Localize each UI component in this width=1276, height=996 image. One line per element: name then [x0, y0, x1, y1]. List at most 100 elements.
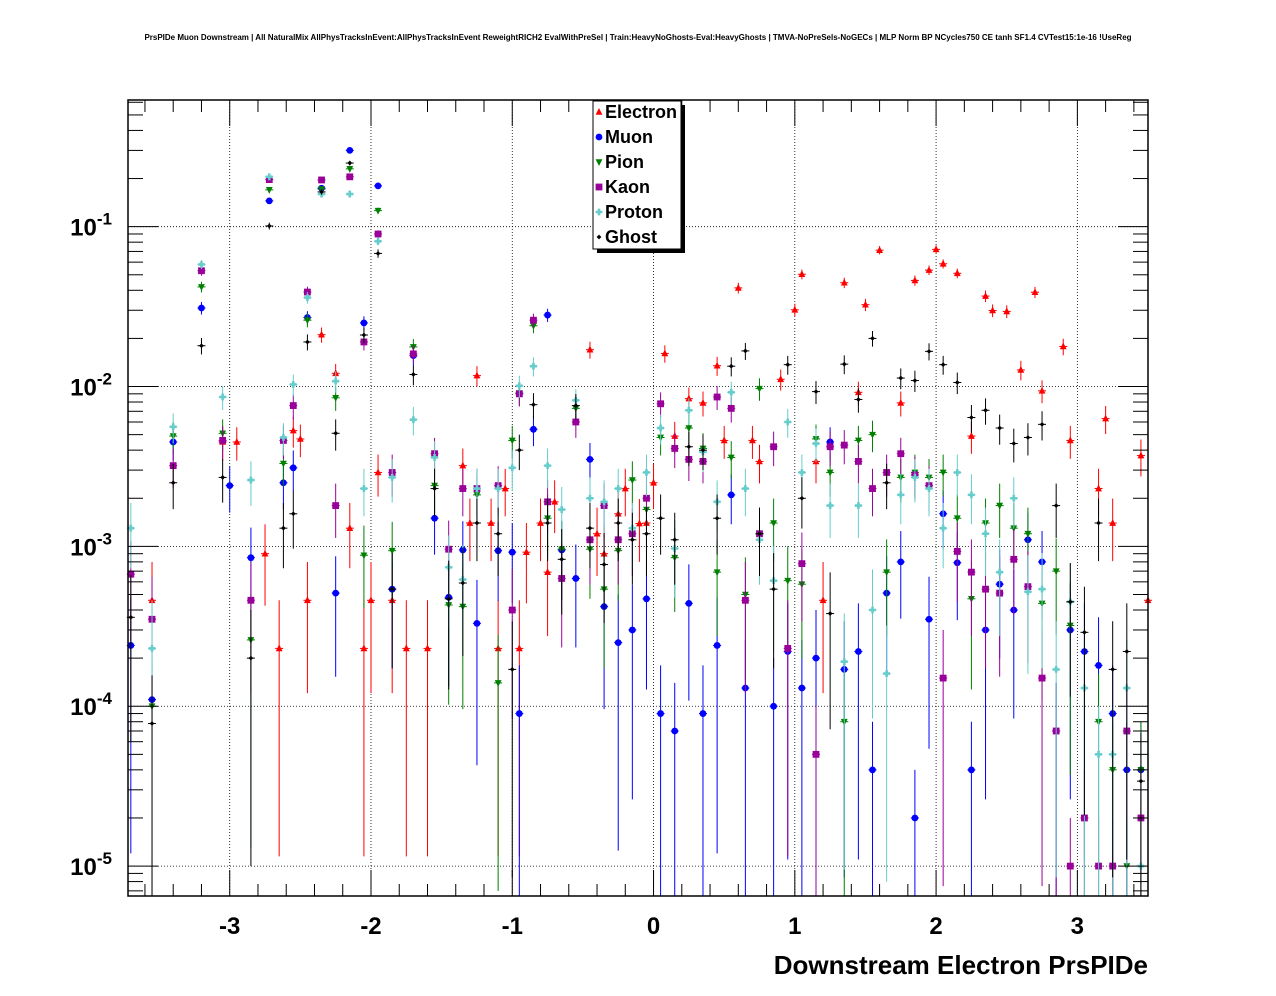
legend-label: Electron: [605, 102, 677, 122]
data-point: [281, 525, 286, 531]
data-point: [1025, 435, 1031, 440]
data-point: [897, 491, 905, 499]
data-point: [615, 520, 621, 526]
data-point: [813, 389, 819, 394]
data-point: [685, 599, 693, 607]
data-point: [997, 425, 1003, 431]
data-point: [784, 418, 792, 426]
data-point: [432, 486, 437, 491]
legend-label: Ghost: [605, 227, 657, 247]
data-point: [841, 361, 847, 367]
data-point: [840, 278, 848, 286]
data-point: [1102, 414, 1110, 422]
data-point: [199, 343, 204, 349]
data-point: [296, 434, 304, 442]
data-point: [1011, 441, 1017, 446]
data-point: [290, 511, 296, 517]
data-point: [798, 684, 806, 692]
data-point: [332, 395, 340, 402]
data-point: [487, 519, 495, 526]
data-point: [869, 766, 876, 774]
data-point: [784, 645, 792, 652]
data-point: [840, 441, 848, 449]
data-point: [996, 502, 1004, 510]
data-point: [410, 372, 416, 377]
data-point: [671, 727, 679, 735]
data-point: [798, 469, 806, 476]
data-point: [614, 639, 622, 647]
data-point: [289, 381, 297, 388]
data-point: [128, 614, 134, 620]
data-point: [374, 237, 382, 245]
data-point: [685, 394, 693, 402]
data-point: [544, 462, 551, 470]
data-point: [911, 276, 919, 284]
data-point: [661, 349, 669, 357]
data-point: [494, 680, 502, 687]
data-point: [1010, 525, 1018, 533]
data-point: [459, 485, 467, 492]
data-point: [389, 586, 395, 592]
x-tick-label: -1: [502, 913, 523, 940]
data-point: [198, 284, 205, 291]
series-electron: [148, 245, 1152, 857]
data-point: [409, 416, 417, 424]
data-point: [402, 644, 410, 652]
data-point: [699, 710, 707, 717]
data-point: [798, 270, 806, 278]
data-point: [720, 436, 728, 444]
data-point: [672, 537, 678, 543]
data-point: [650, 478, 657, 486]
data-point: [840, 658, 848, 666]
data-point: [925, 615, 933, 623]
data-point: [854, 437, 862, 445]
data-point: [530, 425, 537, 433]
x-tick-label: -3: [219, 913, 240, 940]
data-point: [953, 469, 961, 476]
data-point: [628, 626, 636, 634]
data-point: [982, 530, 989, 538]
data-point: [897, 398, 905, 406]
x-axis-label: Downstream Electron PrsPIDe: [774, 950, 1148, 980]
data-point: [275, 644, 283, 652]
data-point: [572, 418, 580, 426]
data-point: [559, 556, 565, 562]
legend-label: Muon: [605, 127, 653, 147]
data-point: [573, 403, 579, 408]
data-point: [685, 425, 693, 433]
legend-marker: [595, 159, 603, 166]
data-point: [713, 361, 721, 369]
data-point: [883, 569, 891, 577]
data-point: [473, 371, 481, 379]
data-point: [1095, 662, 1102, 669]
data-point: [266, 223, 272, 229]
data-point: [1110, 666, 1116, 672]
data-point: [1053, 503, 1059, 508]
data-point: [247, 554, 255, 562]
data-point: [367, 596, 375, 604]
data-point: [727, 388, 735, 396]
series-layer: [126, 146, 1152, 896]
legend: Electron Muon Pion Kaon Proton Ghost: [592, 100, 685, 253]
data-point: [466, 519, 474, 526]
data-point: [785, 362, 791, 368]
data-point: [686, 444, 692, 450]
data-point: [332, 377, 340, 385]
data-point: [869, 485, 876, 492]
data-point: [265, 197, 273, 205]
data-point: [522, 548, 530, 555]
data-point: [968, 491, 975, 499]
data-point: [360, 485, 368, 492]
data-point: [643, 469, 650, 476]
data-point: [515, 644, 523, 652]
data-point: [388, 474, 396, 481]
data-point: [530, 362, 537, 370]
data-point: [657, 400, 665, 408]
data-point: [770, 702, 778, 710]
data-point: [508, 548, 516, 556]
data-point: [1038, 386, 1046, 394]
series-ghost: [126, 160, 1145, 896]
data-point: [509, 666, 515, 672]
data-point: [388, 547, 396, 555]
